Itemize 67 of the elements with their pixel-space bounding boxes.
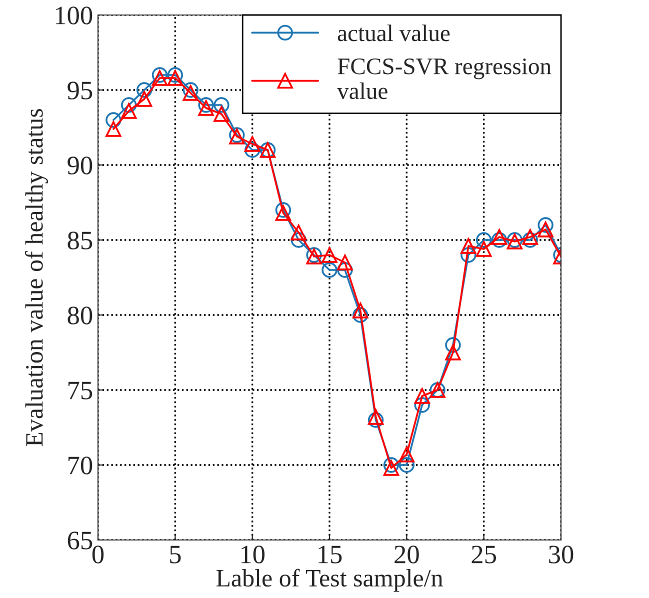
x-tick-label: 20 (394, 546, 419, 564)
point (383, 460, 400, 476)
point (121, 97, 137, 113)
point (414, 397, 430, 413)
y-tick-label: 100 (56, 6, 92, 24)
x-tick-label: 10 (241, 546, 265, 564)
point (182, 85, 198, 101)
point (322, 262, 338, 278)
legend-label: actual value (338, 24, 450, 42)
point (522, 232, 538, 248)
point (460, 238, 476, 254)
point (121, 103, 137, 119)
point (352, 302, 368, 318)
point (491, 232, 508, 248)
point (368, 409, 384, 425)
point (538, 222, 554, 238)
y-tick-label: 80 (68, 306, 92, 324)
point (198, 100, 214, 116)
point (244, 142, 260, 158)
x-tick-label: 5 (170, 546, 181, 564)
point (198, 97, 214, 113)
point (152, 67, 168, 83)
point (476, 241, 492, 257)
x-tick-label: 0 (92, 546, 104, 564)
point (136, 82, 152, 98)
y-tick-label: 75 (68, 382, 92, 400)
legend-label: FCCS-SVR regression value (337, 58, 552, 100)
point (290, 232, 306, 248)
point (106, 112, 122, 128)
point (106, 121, 122, 137)
x-tick-label: 30 (549, 546, 574, 564)
x-axis-title: Lable of Test sample/n (216, 568, 443, 592)
point (538, 217, 554, 233)
point (214, 97, 230, 113)
point (460, 247, 476, 263)
point (476, 232, 492, 248)
point (275, 202, 292, 218)
point (398, 446, 415, 462)
y-tick-label: 90 (68, 156, 92, 174)
x-tick-label: 15 (318, 546, 342, 564)
point (383, 457, 400, 473)
point (322, 247, 338, 263)
point (214, 106, 230, 122)
point (136, 91, 152, 107)
point (167, 67, 184, 83)
y-tick-label: 95 (68, 82, 92, 100)
point (275, 205, 292, 221)
point (445, 337, 461, 353)
point (167, 70, 184, 86)
point (290, 224, 306, 240)
point (398, 457, 415, 473)
point (337, 254, 353, 270)
point (352, 307, 368, 323)
x-tick-label: 25 (472, 546, 496, 564)
point (491, 229, 508, 245)
y-tick-label: 65 (68, 532, 92, 550)
point (337, 262, 353, 278)
y-tick-label: 85 (68, 232, 92, 250)
point (414, 388, 430, 404)
y-tick-label: 70 (68, 456, 92, 474)
point (152, 70, 168, 86)
y-axis-title: Evaluation value of healthy status (25, 109, 48, 446)
point (368, 412, 384, 428)
point (244, 136, 260, 152)
point (522, 229, 538, 245)
point (445, 344, 461, 360)
point (182, 82, 198, 98)
